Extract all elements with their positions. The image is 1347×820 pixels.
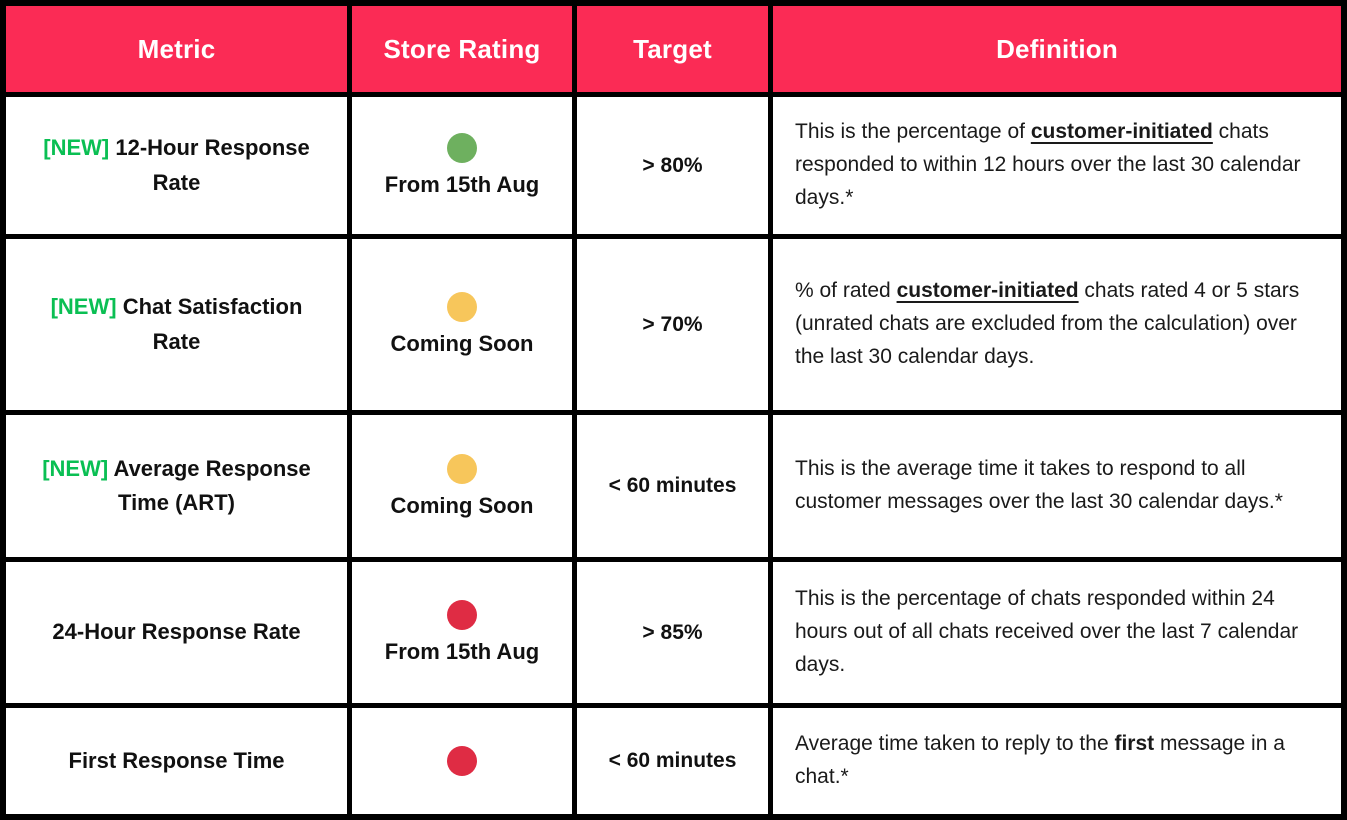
column-header-store-rating: Store Rating bbox=[352, 6, 572, 92]
definition-segment: This is the percentage of bbox=[795, 120, 1031, 144]
yellow-status-dot-icon bbox=[447, 453, 477, 484]
definition-segment: chats responded to within 12 hours over … bbox=[795, 120, 1301, 209]
metric-label: First Response Time bbox=[68, 747, 285, 773]
green-status-dot-icon bbox=[447, 133, 477, 163]
target-cell: < 60 minutes bbox=[577, 415, 768, 557]
definition-text: This is the average time it takes to res… bbox=[795, 453, 1321, 519]
red-status-dot-icon bbox=[447, 600, 477, 630]
rating-label: From 15th Aug bbox=[384, 172, 540, 197]
definition-text: % of rated customer-initiated chats rate… bbox=[795, 275, 1321, 374]
target-cell: < 60 minutes bbox=[577, 708, 768, 814]
new-tag: [NEW] bbox=[42, 455, 114, 481]
column-header-target: Target bbox=[577, 6, 768, 92]
rating-label: Coming Soon bbox=[390, 331, 534, 356]
definition-cell: This is the percentage of chats responde… bbox=[773, 562, 1341, 703]
definition-segment: message in a chat.* bbox=[795, 732, 1285, 788]
store-rating-cell bbox=[352, 708, 572, 814]
definition-cell: Average time taken to reply to the first… bbox=[773, 708, 1341, 814]
definition-segment: This is the average time it takes to res… bbox=[795, 457, 1283, 513]
store-rating-cell: From 15th Aug bbox=[352, 562, 572, 703]
metric-cell: [NEW] 12-Hour Response Rate bbox=[6, 97, 347, 234]
target-cell: > 80% bbox=[577, 97, 768, 234]
metric-cell: [NEW] Chat Satisfaction Rate bbox=[6, 239, 347, 410]
definition-cell: This is the average time it takes to res… bbox=[773, 415, 1341, 557]
new-tag: [NEW] bbox=[43, 135, 116, 161]
metric-label: [NEW] 12-Hour Response Rate bbox=[43, 135, 310, 195]
target-cell: > 85% bbox=[577, 562, 768, 703]
column-header-metric: Metric bbox=[6, 6, 347, 92]
metric-cell: 24-Hour Response Rate bbox=[6, 562, 347, 703]
definition-text: Average time taken to reply to the first… bbox=[795, 728, 1321, 794]
store-rating-cell: From 15th Aug bbox=[352, 97, 572, 234]
metric-cell: First Response Time bbox=[6, 708, 347, 814]
metric-label: [NEW] Average Response Time (ART) bbox=[42, 455, 311, 515]
metric-label: [NEW] Chat Satisfaction Rate bbox=[50, 294, 303, 354]
definition-segment: customer-initiated bbox=[1030, 120, 1213, 144]
rating-label: From 15th Aug bbox=[384, 639, 540, 664]
definition-text: This is the percentage of chats responde… bbox=[795, 583, 1321, 682]
store-rating-cell: Coming Soon bbox=[352, 239, 572, 410]
column-header-definition: Definition bbox=[773, 6, 1341, 92]
definition-segment: chats rated 4 or 5 stars (unrated chats … bbox=[795, 279, 1300, 368]
store-rating-cell: Coming Soon bbox=[352, 415, 572, 557]
definition-cell: This is the percentage of customer-initi… bbox=[773, 97, 1341, 234]
definition-segment: Average time taken to reply to the bbox=[795, 732, 1115, 756]
red-status-dot-icon bbox=[447, 746, 477, 776]
yellow-status-dot-icon bbox=[447, 292, 477, 322]
definition-segment: % of rated bbox=[795, 279, 897, 303]
new-tag: [NEW] bbox=[50, 294, 123, 320]
definition-segment: first bbox=[1114, 732, 1155, 756]
definition-text: This is the percentage of customer-initi… bbox=[795, 116, 1321, 215]
definition-segment: customer-initiated bbox=[896, 279, 1079, 303]
metric-label: 24-Hour Response Rate bbox=[52, 619, 301, 645]
metric-cell: [NEW] Average Response Time (ART) bbox=[6, 415, 347, 557]
target-cell: > 70% bbox=[577, 239, 768, 410]
definition-segment: This is the percentage of chats responde… bbox=[795, 587, 1299, 676]
rating-label: Coming Soon bbox=[390, 492, 534, 518]
definition-cell: % of rated customer-initiated chats rate… bbox=[773, 239, 1341, 410]
